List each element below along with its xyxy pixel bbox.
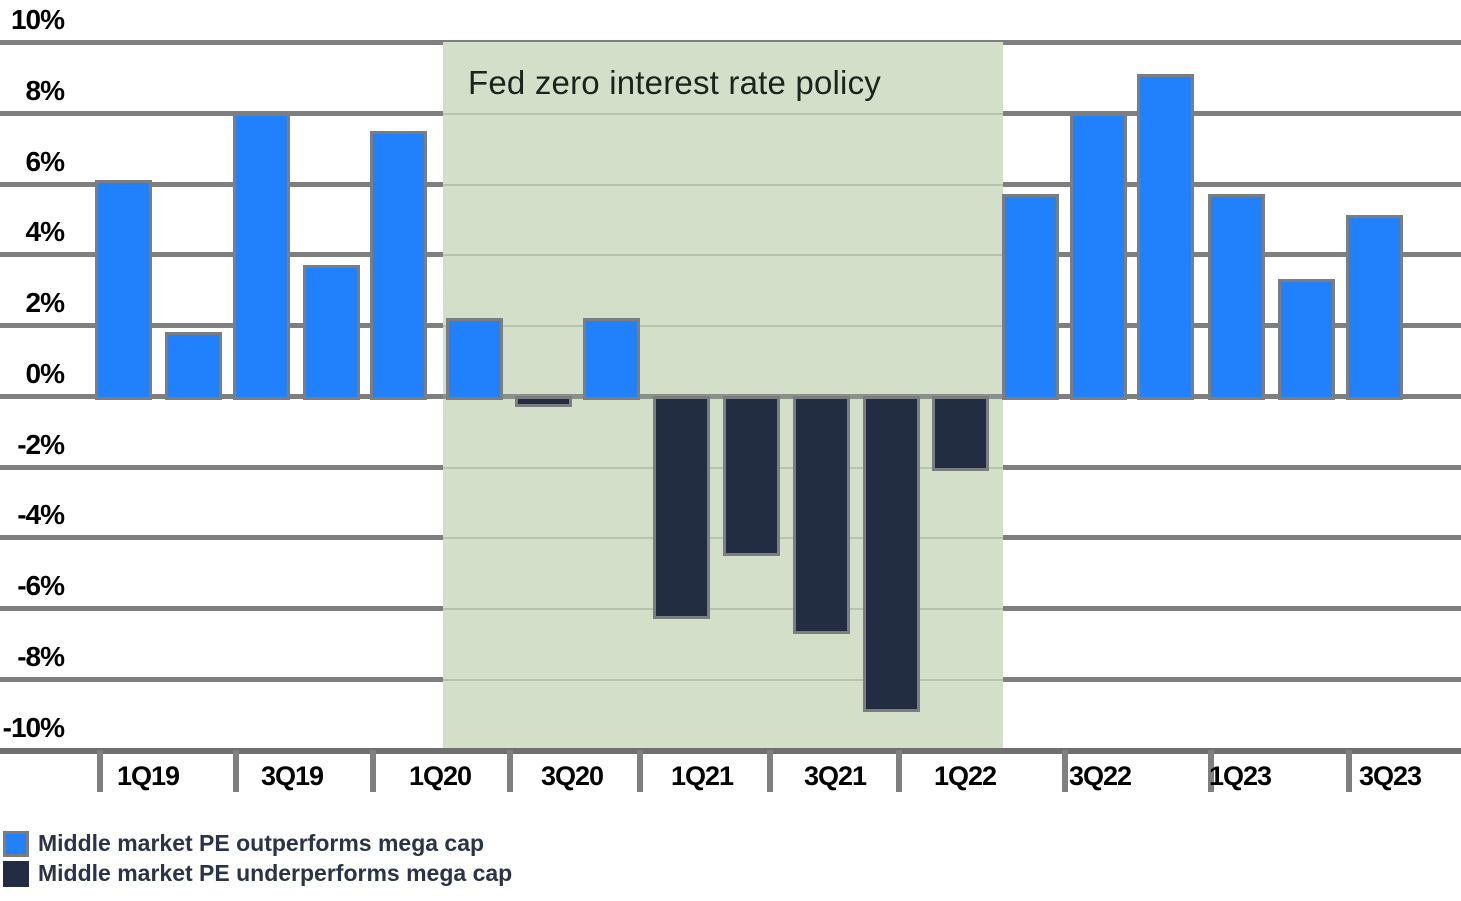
legend-underperform-label: Middle market PE underperforms mega cap [38,860,513,886]
bar-2Q20 [446,318,503,400]
x-axis-label: 3Q20 [540,761,604,791]
x-axis-label: 1Q23 [1208,761,1272,791]
legend-item-outperform: Middle market PE outperforms mega cap [3,830,512,857]
legend-item-underperform: Middle market PE underperforms mega cap [3,860,512,887]
bar-1Q22 [932,396,989,471]
bar-4Q22 [1137,73,1194,400]
bar-1Q21 [653,396,710,620]
bar-1Q23 [1208,194,1265,400]
bar-3Q21 [793,396,850,634]
underperform-swatch-icon [3,860,29,887]
y-axis-label: -10% [2,712,65,743]
y-axis-label: 6% [25,146,65,177]
x-axis-label: 3Q22 [1068,761,1132,791]
band-gridline [443,325,1003,327]
x-axis-tick [896,750,902,792]
y-axis-label: -2% [17,429,65,460]
x-axis-label: 3Q19 [260,761,324,791]
y-axis-label: -4% [17,499,65,530]
x-axis-label: 1Q21 [670,761,734,791]
y-axis-label: 0% [25,358,65,389]
y-axis-label: 10% [10,4,65,35]
bar-3Q22 [1070,112,1127,400]
bar-1Q20 [370,130,427,400]
bar-1Q19 [95,180,152,400]
x-axis-label: 3Q21 [803,761,867,791]
bar-2Q23 [1278,279,1335,400]
x-axis-tick [370,750,376,792]
bar-4Q19 [303,265,360,400]
x-axis-tick [1208,750,1214,792]
x-axis-tick [507,750,513,792]
legend-outperform-label: Middle market PE outperforms mega cap [38,830,485,856]
y-axis-label: 4% [25,216,65,247]
band-gridline [443,608,1003,610]
x-axis-label: 1Q19 [116,761,180,791]
bar-4Q21 [863,396,920,712]
x-axis-tick [97,750,103,792]
legend: Middle market PE outperforms mega cap Mi… [3,830,512,890]
bar-2Q19 [165,332,222,400]
x-axis-tick [637,750,643,792]
bar-3Q20 [515,396,572,408]
x-axis-tick [233,750,239,792]
x-axis-tick [767,750,773,792]
x-axis-line [0,748,1461,754]
zirp-region-label: Fed zero interest rate policy [468,64,881,101]
bar-4Q20 [583,318,640,400]
band-gridline [443,679,1003,681]
x-axis-label: 1Q20 [408,761,472,791]
y-axis-label: -8% [17,641,65,672]
x-axis-label: 1Q22 [933,761,997,791]
band-gridline [443,113,1003,115]
outperform-swatch-icon [3,830,29,857]
x-axis-tick [1346,750,1352,792]
y-axis-label: 2% [25,287,65,318]
x-axis-tick [1062,750,1068,792]
band-gridline [443,184,1003,186]
x-axis-label: 3Q23 [1358,761,1422,791]
bar-2Q21 [723,396,780,556]
bar-3Q23 [1346,215,1403,400]
bar-3Q19 [233,112,290,400]
bar-2Q22 [1002,194,1059,400]
y-axis-label: 8% [25,75,65,106]
band-gridline [443,254,1003,256]
y-axis-label: -6% [17,570,65,601]
